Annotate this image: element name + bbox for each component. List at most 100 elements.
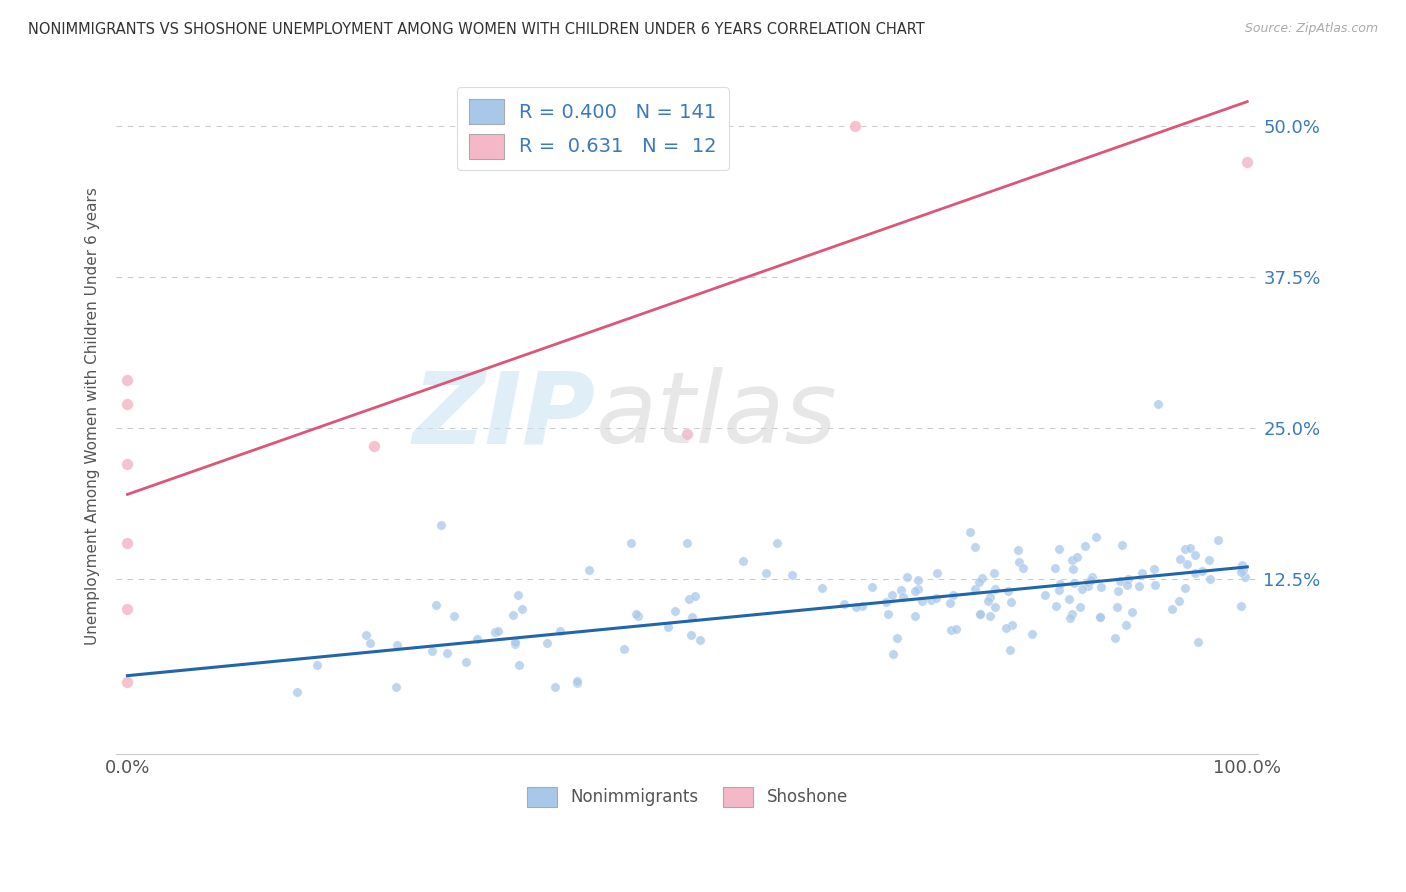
Point [1174, 542, 1197, 557]
Point [506, 588, 529, 602]
Point [1047, 541, 1070, 556]
Point [567, 673, 589, 688]
Point [911, 593, 934, 607]
Point [1180, 541, 1202, 556]
Point [454, 655, 477, 669]
Point [681, 609, 703, 624]
Point [1115, 578, 1137, 592]
Point [1008, 555, 1031, 569]
Point [998, 642, 1021, 657]
Point [891, 591, 914, 605]
Point [117, 674, 139, 689]
Point [1063, 576, 1085, 591]
Point [1062, 562, 1084, 576]
Point [436, 646, 458, 660]
Point [1080, 573, 1102, 587]
Point [1045, 560, 1067, 574]
Point [620, 535, 643, 549]
Point [1234, 570, 1257, 584]
Point [1007, 543, 1029, 558]
Point [626, 607, 648, 622]
Point [1105, 599, 1128, 614]
Point [1116, 572, 1139, 586]
Point [683, 589, 706, 603]
Point [1115, 618, 1137, 632]
Point [1199, 572, 1222, 586]
Point [920, 592, 942, 607]
Point [420, 644, 443, 658]
Point [305, 657, 328, 672]
Point [1021, 627, 1043, 641]
Point [548, 624, 571, 639]
Text: ZIP: ZIP [413, 368, 596, 465]
Point [117, 535, 139, 549]
Point [1230, 565, 1253, 579]
Point [1230, 599, 1253, 614]
Point [1090, 580, 1112, 594]
Point [977, 594, 1000, 608]
Point [1184, 566, 1206, 580]
Point [969, 607, 991, 621]
Point [984, 600, 1007, 615]
Point [959, 524, 981, 539]
Point [664, 604, 686, 618]
Point [567, 675, 589, 690]
Point [627, 609, 650, 624]
Point [1236, 155, 1258, 169]
Point [1047, 583, 1070, 598]
Point [970, 571, 993, 585]
Point [1191, 564, 1213, 578]
Point [510, 602, 533, 616]
Point [1060, 553, 1083, 567]
Point [907, 574, 929, 588]
Point [997, 584, 1019, 599]
Point [363, 439, 385, 453]
Point [1128, 579, 1150, 593]
Point [780, 568, 803, 582]
Point [385, 680, 408, 694]
Point [1187, 635, 1209, 649]
Point [969, 575, 991, 590]
Point [1121, 605, 1143, 619]
Point [1232, 563, 1254, 577]
Point [1090, 609, 1112, 624]
Point [1012, 560, 1035, 574]
Point [890, 583, 912, 598]
Point [1107, 583, 1129, 598]
Point [1077, 578, 1099, 592]
Point [1001, 618, 1024, 632]
Legend: Nonimmigrants, Shoshone: Nonimmigrants, Shoshone [520, 780, 855, 814]
Point [1111, 538, 1133, 552]
Point [984, 582, 1007, 597]
Point [678, 592, 700, 607]
Point [117, 457, 139, 471]
Point [969, 607, 991, 622]
Point [963, 582, 986, 596]
Point [117, 397, 139, 411]
Point [942, 588, 965, 602]
Point [1130, 566, 1153, 581]
Point [1143, 562, 1166, 576]
Text: Source: ZipAtlas.com: Source: ZipAtlas.com [1244, 22, 1378, 36]
Point [963, 540, 986, 554]
Point [1104, 631, 1126, 645]
Point [1198, 553, 1220, 567]
Point [1230, 558, 1253, 572]
Point [536, 636, 558, 650]
Point [903, 609, 925, 624]
Point [1168, 594, 1191, 608]
Point [1062, 607, 1084, 622]
Point [387, 638, 409, 652]
Point [443, 609, 465, 624]
Point [1168, 552, 1191, 566]
Point [503, 637, 526, 651]
Point [1049, 577, 1071, 591]
Point [486, 624, 509, 639]
Point [766, 535, 789, 549]
Point [508, 658, 530, 673]
Point [1069, 599, 1091, 614]
Point [983, 566, 1005, 580]
Point [1033, 588, 1056, 602]
Point [544, 680, 567, 694]
Point [938, 596, 960, 610]
